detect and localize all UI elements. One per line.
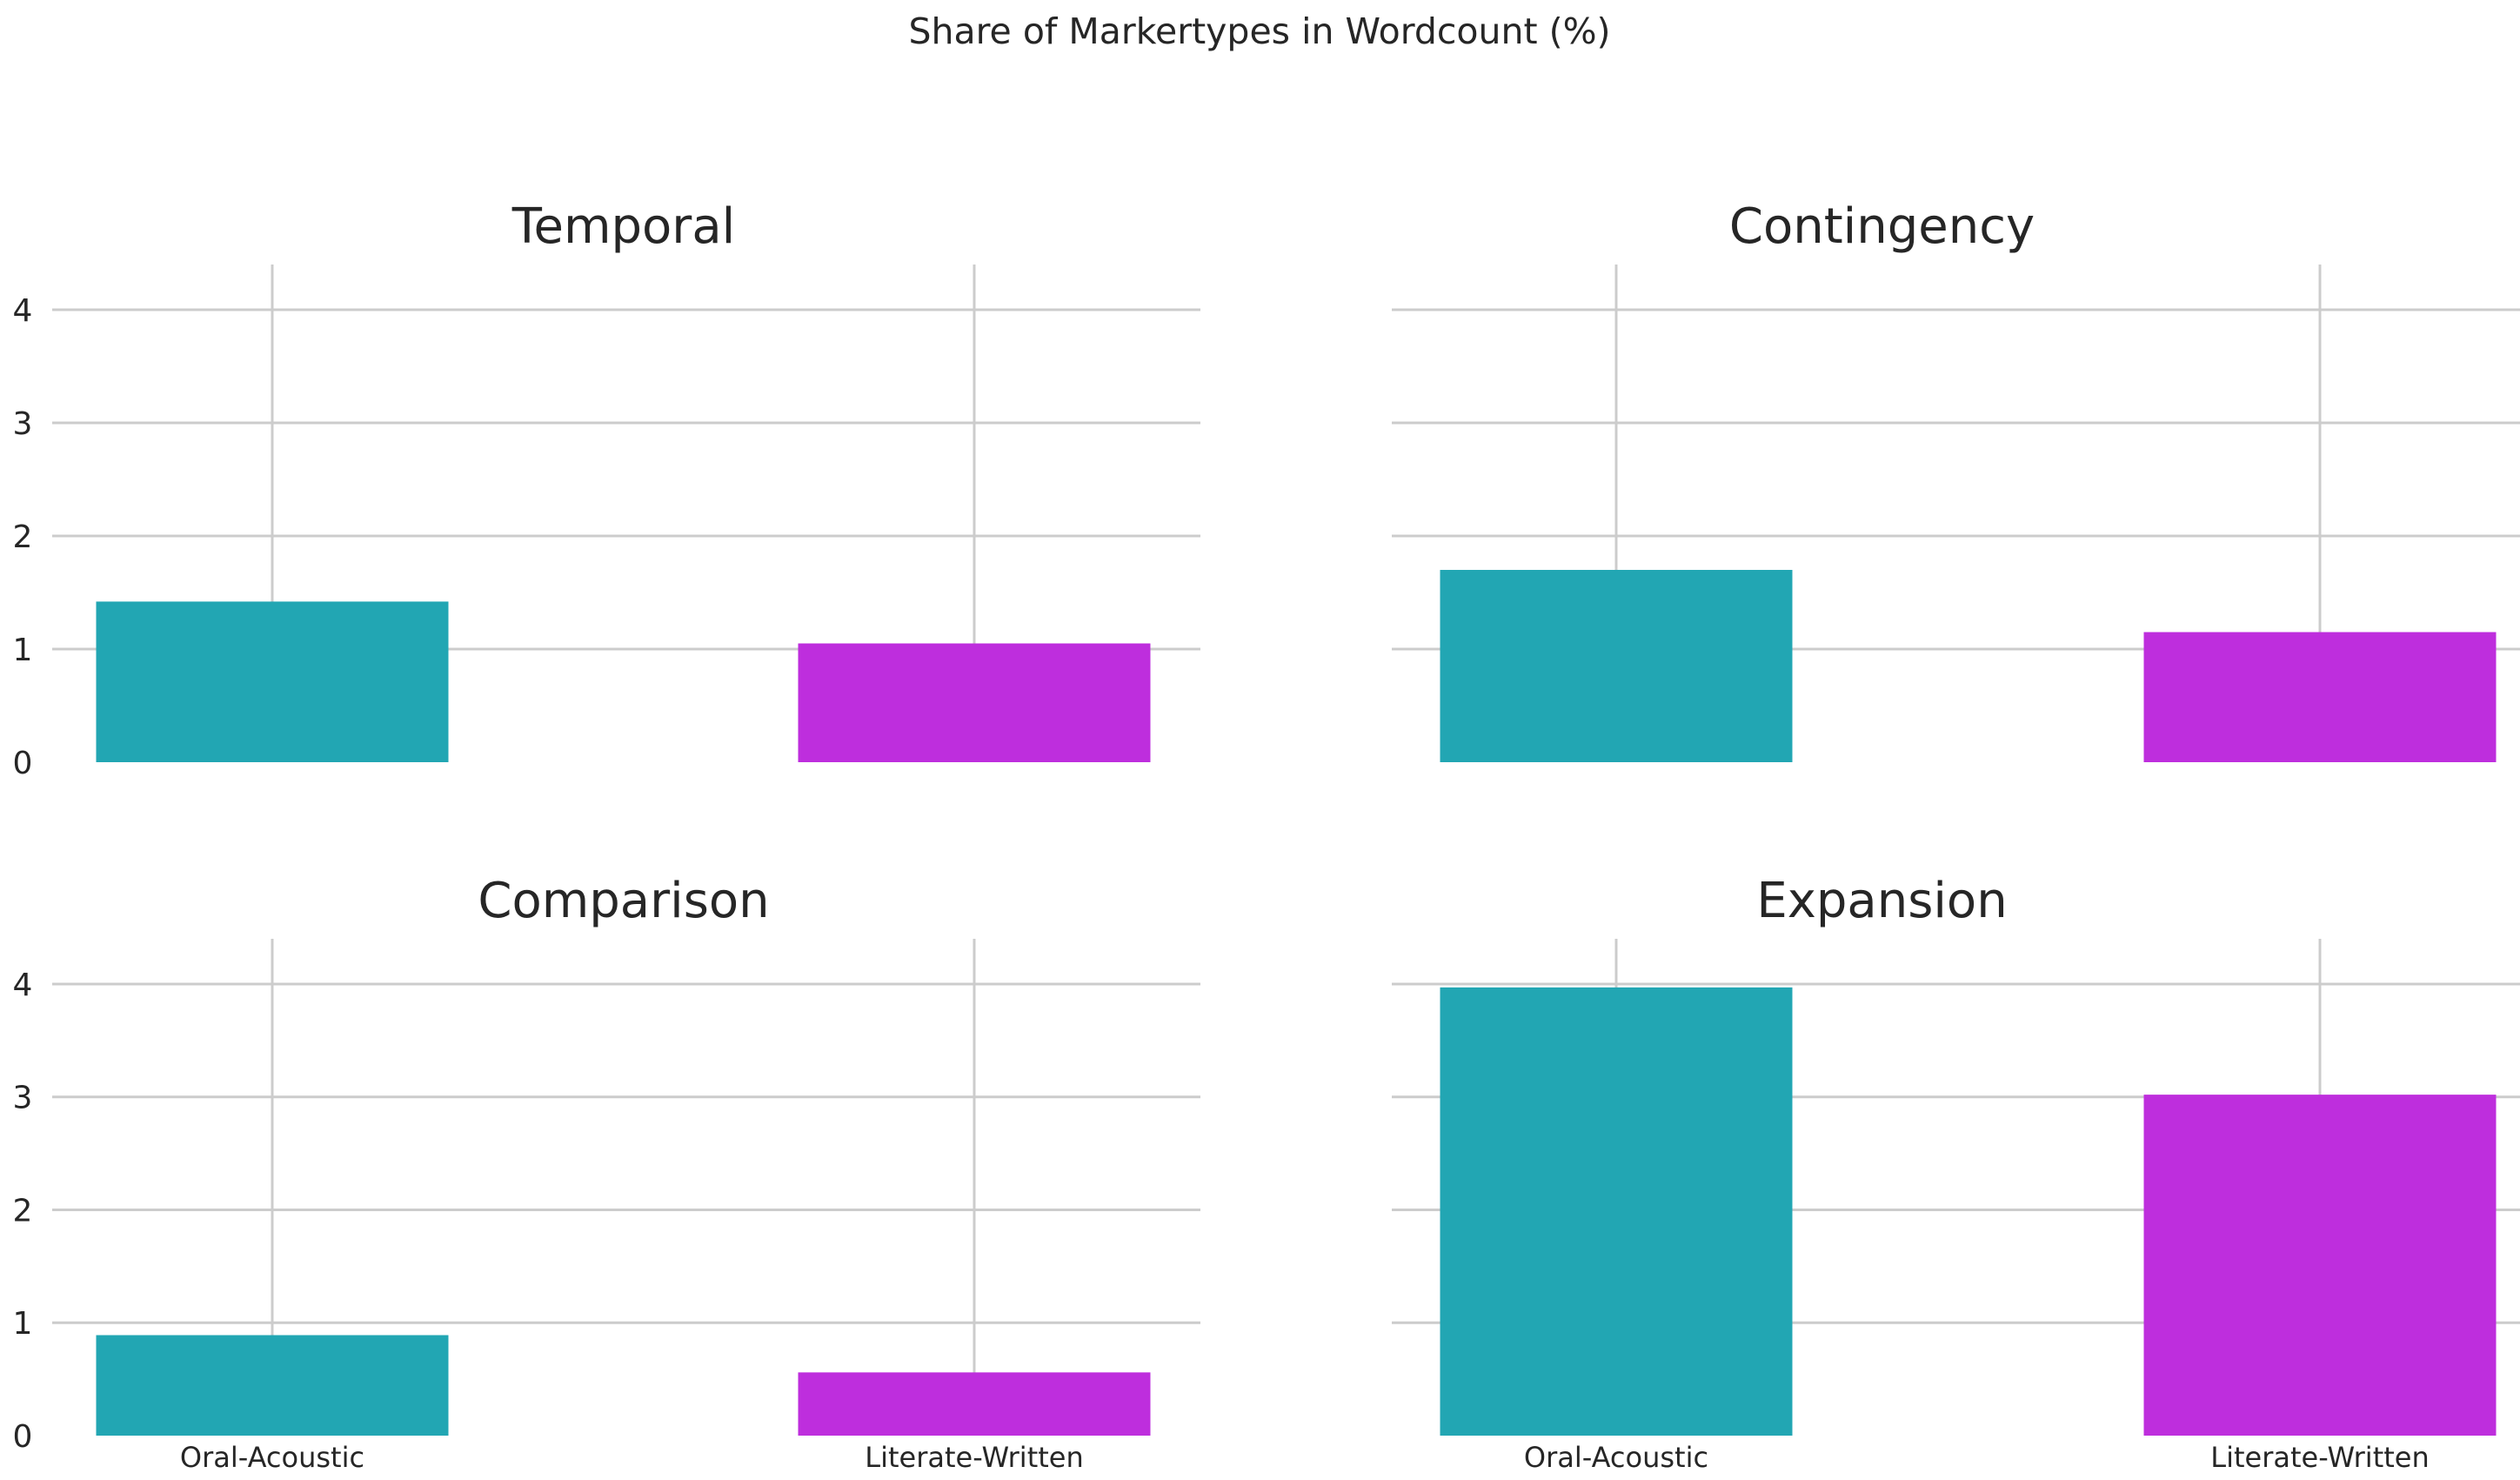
x-tick-label: Literate-Written	[2210, 1441, 2430, 1474]
y-tick-label: 2	[13, 519, 33, 555]
bar-contingency-literate-written	[2143, 632, 2497, 762]
y-tick-label: 3	[13, 406, 33, 442]
y-tick-label: 0	[13, 746, 33, 781]
chart-suptitle: Share of Markertypes in Wordcount (%)	[908, 10, 1610, 52]
bar-comparison-literate-written	[798, 1372, 1151, 1436]
panel-title: Temporal	[511, 198, 735, 255]
panel-title: Expansion	[1756, 873, 2007, 929]
panel-temporal: 0 1 2 3 4 Temporal	[13, 198, 1200, 781]
panel-expansion: Expansion Oral-Acoustic Literate-Written	[1392, 873, 2520, 1474]
panel-title: Comparison	[478, 873, 769, 929]
x-tick-label: Literate-Written	[865, 1441, 1084, 1474]
bar-comparison-oral-acoustic	[96, 1335, 449, 1436]
panel-contingency: Contingency	[1392, 198, 2520, 762]
panel-title: Contingency	[1729, 198, 2035, 255]
y-tick-label: 3	[13, 1081, 33, 1116]
y-tick-label: 2	[13, 1193, 33, 1229]
x-tick-label: Oral-Acoustic	[1524, 1441, 1708, 1474]
y-tick-label: 4	[13, 293, 33, 329]
panel-comparison: 0 1 2 3 4 Comparison Oral-Acoustic Literate-Wri…	[13, 873, 1200, 1474]
bar-contingency-oral-acoustic	[1440, 570, 1793, 762]
bar-temporal-literate-written	[798, 643, 1151, 762]
x-tick-label: Oral-Acoustic	[180, 1441, 364, 1474]
y-tick-label: 0	[13, 1419, 33, 1455]
bar-expansion-literate-written	[2143, 1095, 2497, 1436]
y-tick-label: 1	[13, 1306, 33, 1342]
bar-expansion-oral-acoustic	[1440, 987, 1793, 1436]
bar-temporal-oral-acoustic	[96, 601, 449, 762]
y-tick-label: 1	[13, 633, 33, 668]
y-tick-label: 4	[13, 968, 33, 1003]
